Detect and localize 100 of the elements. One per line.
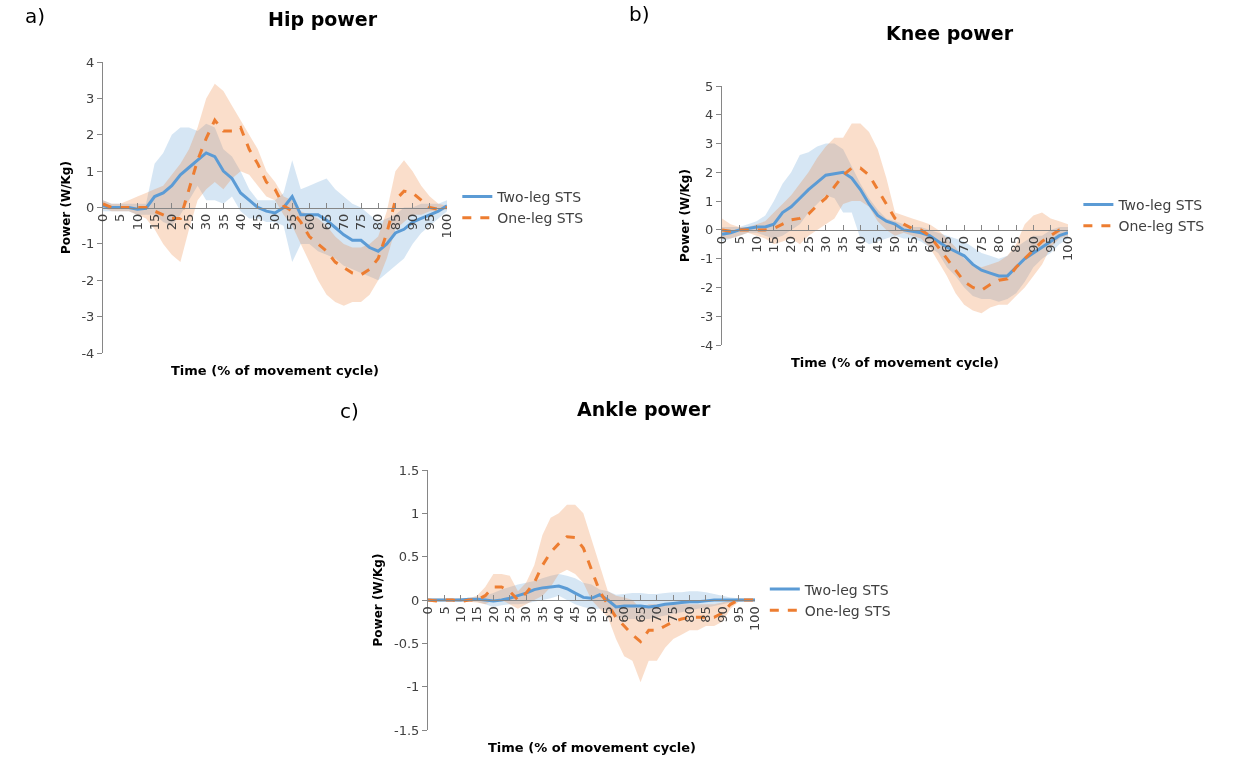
x-tick-label: 40 <box>232 213 248 231</box>
text: a) <box>25 4 46 28</box>
x-tick-label: 35 <box>835 236 851 253</box>
x-tick-label: 75 <box>353 213 369 231</box>
x-tick-label: 65 <box>939 236 955 253</box>
x-tick-label: 5 <box>112 213 128 222</box>
y-tick-label: 3 <box>86 90 95 106</box>
legend-label: One-leg STS <box>804 602 891 619</box>
y-tick-label: -2 <box>700 279 714 295</box>
x-tick-label: 65 <box>318 213 334 231</box>
x-tick-label: 100 <box>439 213 455 239</box>
x-tick-label: 20 <box>783 236 799 253</box>
x-tick-label: 85 <box>698 606 714 623</box>
y-tick-label: 0.5 <box>398 549 420 565</box>
x-tick-label: 95 <box>730 606 746 623</box>
x-tick-label: 15 <box>146 213 162 231</box>
y-tick-label: -1 <box>406 679 420 695</box>
x-tick-label: 35 <box>215 213 231 231</box>
x-tick-label: 35 <box>534 606 550 623</box>
x-tick-label: 45 <box>567 606 583 623</box>
x-tick-label: 5 <box>436 606 452 615</box>
x-tick-label: 0 <box>95 213 111 222</box>
x-tick-label: 45 <box>250 213 266 231</box>
y-tick-label: -1 <box>700 251 714 267</box>
x-tick-label: 95 <box>1042 236 1058 253</box>
y-tick-label: 4 <box>705 107 714 123</box>
y-tick-label: 1 <box>411 505 420 521</box>
y-tick-label: 3 <box>705 136 714 152</box>
x-tick-label: 40 <box>852 236 868 253</box>
x-tick-label: 80 <box>681 606 697 623</box>
x-tick-label: 10 <box>129 213 145 231</box>
x-tick-label: 90 <box>1025 236 1041 253</box>
y-tick-label: -3 <box>700 308 714 324</box>
y-tick-label: 2 <box>86 127 95 143</box>
y-tick-label: 1 <box>86 163 95 179</box>
y-tick-label: 1 <box>705 193 714 209</box>
y-tick-label: 2 <box>705 164 714 180</box>
legend-label: One-leg STS <box>1118 218 1205 235</box>
x-tick-label: 90 <box>404 213 420 231</box>
x-tick-label: 30 <box>818 236 834 253</box>
legend-label: Two-leg STS <box>496 189 582 206</box>
x-tick-label: 100 <box>747 606 763 632</box>
x-tick-label: 70 <box>956 236 972 253</box>
y-axis-title: Power (W/Kg) <box>58 161 73 254</box>
x-tick-label: 55 <box>284 213 300 231</box>
x-tick-label: 15 <box>766 236 782 253</box>
x-tick-label: 70 <box>649 606 665 623</box>
x-tick-label: 50 <box>887 236 903 253</box>
y-axis-title: Power (W/Kg) <box>677 169 692 262</box>
y-tick-label: 5 <box>705 78 714 94</box>
x-tick-label: 10 <box>452 606 468 623</box>
legend-label: Two-leg STS <box>1117 197 1203 214</box>
x-tick-label: 100 <box>1060 236 1076 261</box>
x-tick-label: 65 <box>632 606 648 623</box>
x-tick-label: 5 <box>731 236 747 245</box>
legend-label: Two-leg STS <box>803 581 889 598</box>
y-tick-label: -3 <box>81 309 95 325</box>
text: c) <box>340 399 359 423</box>
x-tick-label: 15 <box>469 606 485 623</box>
x-tick-label: 25 <box>800 236 816 253</box>
x-tick-label: 50 <box>267 213 283 231</box>
y-tick-label: -1 <box>81 236 95 252</box>
x-tick-label: 40 <box>551 606 567 623</box>
chart-title: Knee power <box>886 22 1014 44</box>
x-tick-label: 60 <box>921 236 937 253</box>
x-tick-label: 30 <box>518 606 534 623</box>
x-axis-title: Time (% of movement cycle) <box>791 355 1000 370</box>
y-axis-title: Power (W/Kg) <box>371 553 386 647</box>
legend-label: One-leg STS <box>497 210 584 227</box>
y-tick-label: -2 <box>81 272 95 288</box>
x-tick-label: 85 <box>1008 236 1024 253</box>
x-tick-label: 45 <box>869 236 885 253</box>
x-tick-label: 55 <box>904 236 920 253</box>
x-tick-label: 80 <box>370 213 386 231</box>
chart-title: Hip power <box>268 8 378 30</box>
x-tick-label: 0 <box>714 236 730 245</box>
x-tick-label: 55 <box>600 606 616 623</box>
x-tick-label: 60 <box>616 606 632 623</box>
x-tick-label: 85 <box>387 213 403 231</box>
x-tick-label: 90 <box>714 606 730 623</box>
x-tick-label: 10 <box>748 236 764 253</box>
x-axis-title: Time (% of movement cycle) <box>488 740 697 755</box>
x-axis-title: Time (% of movement cycle) <box>171 363 380 378</box>
x-tick-label: 70 <box>336 213 352 231</box>
x-tick-label: 75 <box>973 236 989 253</box>
y-tick-label: 4 <box>86 54 95 70</box>
x-tick-label: 95 <box>422 213 438 231</box>
x-tick-label: 50 <box>583 606 599 623</box>
y-tick-label: -4 <box>81 345 95 361</box>
y-tick-label: -4 <box>700 337 714 353</box>
y-tick-label: -0.5 <box>394 635 420 651</box>
x-tick-label: 25 <box>181 213 197 231</box>
chart-title: Ankle power <box>577 398 711 420</box>
x-tick-label: 60 <box>301 213 317 231</box>
y-tick-label: -1.5 <box>394 722 420 738</box>
x-tick-label: 0 <box>420 606 436 615</box>
x-tick-label: 25 <box>501 606 517 623</box>
x-tick-label: 75 <box>665 606 681 623</box>
y-tick-label: 1.5 <box>398 462 420 478</box>
x-tick-label: 20 <box>485 606 501 623</box>
